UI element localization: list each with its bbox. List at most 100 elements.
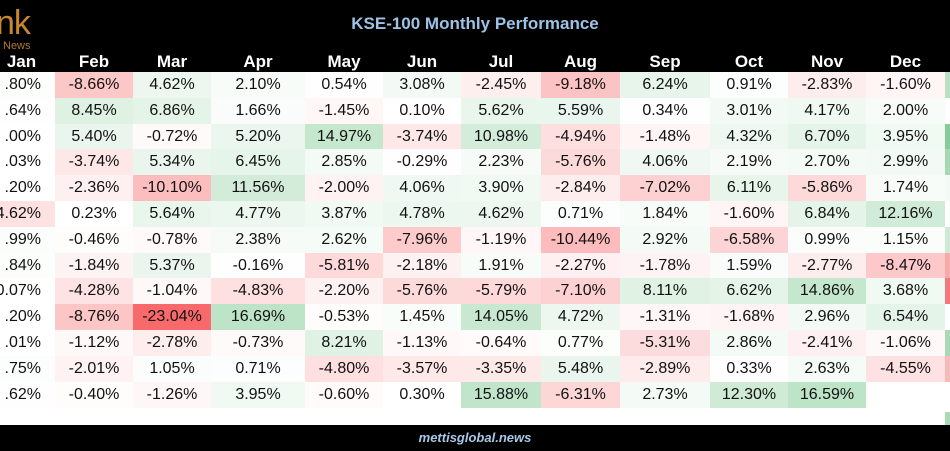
heatmap-cell: -8.47% — [866, 252, 945, 279]
heatmap-cell: 0.23% — [55, 201, 133, 227]
heatmap-cell: -1.78% — [620, 252, 710, 279]
column-header-dec: Dec — [889, 52, 922, 71]
heatmap-cell: 5.48% — [541, 355, 620, 382]
footer-source: mettisglobal.news — [0, 425, 950, 450]
heatmap-cell: 2.96% — [788, 304, 866, 331]
heatmap-cell: -1.13% — [383, 330, 461, 356]
partial-column-cell — [945, 72, 950, 98]
heatmap-cell: -10.10% — [133, 175, 211, 202]
heatmap-cell: -1.19% — [461, 226, 541, 253]
heatmap-cell: 2.86% — [710, 330, 788, 356]
heatmap-cell: 0.34% — [620, 97, 710, 124]
partial-column-cell — [945, 412, 950, 433]
heatmap-cell: -5.76% — [541, 149, 620, 176]
heatmap-cell: 3.95% — [211, 381, 305, 408]
heatmap-cell — [866, 381, 945, 408]
heatmap-cell: -0.64% — [461, 330, 541, 356]
heatmap-cell: 0.07% — [0, 278, 55, 305]
heatmap-cell: 8.21% — [305, 330, 383, 356]
heatmap-cell: 2.10% — [211, 72, 305, 98]
heatmap-cell: 1.91% — [461, 252, 541, 279]
heatmap-cell: 12.30% — [710, 381, 788, 408]
heatmap-cell: 4.62% — [461, 201, 541, 227]
heatmap-cell: 2.99% — [866, 149, 945, 176]
heatmap-cell: 14.05% — [461, 304, 541, 331]
heatmap-cell: 11.56% — [211, 175, 305, 202]
partial-column-cell — [945, 123, 950, 150]
heatmap-cell: -2.84% — [541, 175, 620, 202]
heatmap-cell: -5.86% — [788, 175, 866, 202]
heatmap-cell: -0.60% — [305, 381, 383, 408]
partial-column-cell — [945, 97, 950, 124]
heatmap-cell: 4.62% — [133, 72, 211, 98]
heatmap-cell: 6.86% — [133, 97, 211, 124]
heatmap-cell: .20% — [0, 175, 55, 202]
heatmap-cell: -1.48% — [620, 123, 710, 150]
column-header-may: May — [327, 52, 361, 71]
heatmap-cell: 0.33% — [710, 355, 788, 382]
heatmap-cell: 6.11% — [710, 175, 788, 202]
heatmap-cell: .00% — [0, 123, 55, 150]
partial-column-cell — [945, 278, 950, 305]
heatmap-cell: 4.78% — [383, 201, 461, 227]
heatmap-cell: -10.44% — [541, 226, 620, 253]
heatmap-cell: 4.32% — [710, 123, 788, 150]
heatmap-cell: -2.45% — [461, 72, 541, 98]
heatmap-cell: 16.69% — [211, 304, 305, 331]
heatmap-cell: -2.77% — [788, 252, 866, 279]
heatmap-cell: 2.19% — [710, 149, 788, 176]
heatmap-cell: 4.06% — [620, 149, 710, 176]
heatmap-cell: -5.31% — [620, 330, 710, 356]
heatmap-cell: .80% — [0, 72, 55, 98]
heatmap-cell: -8.66% — [55, 72, 133, 98]
heatmap-cell: 0.30% — [383, 381, 461, 408]
heatmap-cell: -1.06% — [866, 330, 945, 356]
heatmap-cell: -2.01% — [55, 355, 133, 382]
heatmap-cell: -1.84% — [55, 252, 133, 279]
heatmap-cell: 2.00% — [866, 97, 945, 124]
header-row: Jan Feb Mar Apr May Jun Jul Aug Sep Oct Nov Dec — [0, 50, 950, 72]
heatmap-cell: -0.16% — [211, 252, 305, 279]
column-header-jan: Jan — [6, 52, 37, 71]
heatmap-cell: -0.73% — [211, 330, 305, 356]
heatmap-cell: 2.63% — [788, 355, 866, 382]
heatmap-cell: 2.92% — [620, 226, 710, 253]
heatmap-cell: 1.66% — [211, 97, 305, 124]
heatmap-cell: -5.81% — [305, 252, 383, 279]
heatmap-cell: 6.62% — [710, 278, 788, 305]
heatmap-cell: 6.54% — [866, 304, 945, 331]
heatmap-cell: 4.06% — [383, 175, 461, 202]
heatmap-cell: 2.38% — [211, 226, 305, 253]
column-header-nov: Nov — [810, 52, 844, 71]
heatmap-cell: 4.72% — [541, 304, 620, 331]
heatmap-cell: .03% — [0, 149, 55, 176]
heatmap-cell: -4.55% — [866, 355, 945, 382]
heatmap-cell: .75% — [0, 355, 55, 382]
heatmap-cell: -3.57% — [383, 355, 461, 382]
heatmap-cell: -7.96% — [383, 226, 461, 253]
partial-column-cell — [945, 355, 950, 382]
heatmap-cell: -1.04% — [133, 278, 211, 305]
heatmap-cell: 3.90% — [461, 175, 541, 202]
heatmap-cell: -6.31% — [541, 381, 620, 408]
heatmap-cell: 12.16% — [866, 201, 945, 227]
heatmap-cell: -0.46% — [55, 226, 133, 253]
heatmap-cell: 1.59% — [710, 252, 788, 279]
logo-subtitle: News — [3, 40, 31, 52]
heatmap-cell: 0.91% — [710, 72, 788, 98]
heatmap-cell: -3.74% — [383, 123, 461, 150]
heatmap-cell: -6.58% — [710, 226, 788, 253]
heatmap-cell: 2.85% — [305, 149, 383, 176]
heatmap-cell: 3.01% — [710, 97, 788, 124]
heatmap-cell: 0.10% — [383, 97, 461, 124]
heatmap-cell: 2.62% — [305, 226, 383, 253]
heatmap-cell: -7.10% — [541, 278, 620, 305]
column-header-oct: Oct — [734, 52, 764, 71]
column-header-aug: Aug — [563, 52, 598, 71]
heatmap-cell: -1.26% — [133, 381, 211, 408]
heatmap-cell: -2.89% — [620, 355, 710, 382]
heatmap-cell: 3.87% — [305, 201, 383, 227]
heatmap-cell: -2.18% — [383, 252, 461, 279]
heatmap-cell: 0.71% — [211, 355, 305, 382]
heatmap-cell: 5.64% — [133, 201, 211, 227]
